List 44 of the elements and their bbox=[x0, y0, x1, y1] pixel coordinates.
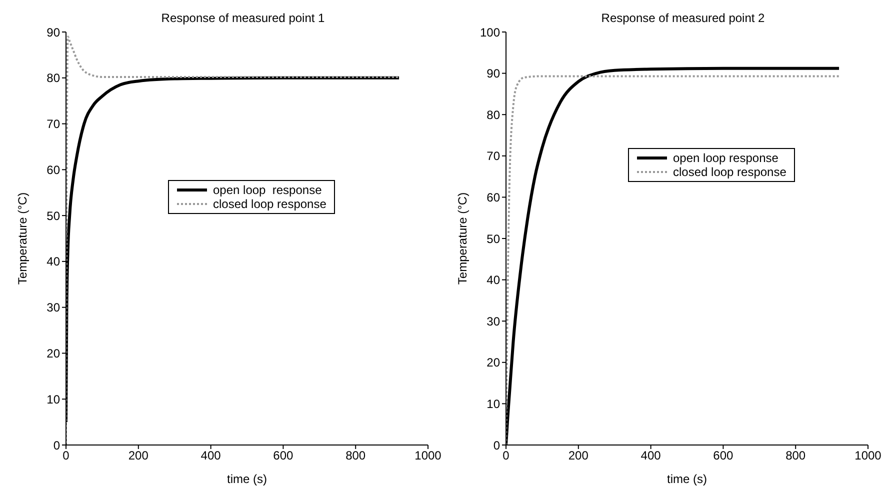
x-tick-label: 400 bbox=[640, 448, 662, 463]
x-tick-label: 800 bbox=[346, 448, 366, 463]
y-axis-title: Temperature (°C) bbox=[15, 192, 30, 285]
y-tick-label: 20 bbox=[46, 346, 60, 360]
x-tick-label: 1000 bbox=[414, 448, 442, 463]
y-tick-label: 10 bbox=[46, 392, 60, 406]
y-tick-label: 50 bbox=[486, 232, 500, 246]
y-tick-label: 60 bbox=[46, 162, 60, 177]
x-tick-label: 1000 bbox=[854, 448, 882, 463]
y-tick-label: 100 bbox=[480, 25, 500, 40]
y-tick-label: 30 bbox=[486, 314, 500, 328]
y-tick-label: 70 bbox=[46, 117, 60, 132]
line-series bbox=[66, 36, 400, 445]
x-tick-label: 600 bbox=[713, 448, 734, 463]
y-tick-label: 80 bbox=[486, 108, 500, 122]
legend-label: open loop response bbox=[673, 151, 778, 165]
y-tick-label: 70 bbox=[486, 149, 500, 164]
x-tick-label: 0 bbox=[502, 448, 510, 463]
x-axis-title: time (s) bbox=[667, 472, 707, 486]
chart-title: Response of measured point 2 bbox=[601, 11, 766, 25]
y-tick-label: 40 bbox=[486, 273, 500, 288]
y-axis-title: Temperature (°C) bbox=[455, 192, 470, 285]
x-tick-label: 600 bbox=[273, 448, 294, 463]
chart-title: Response of measured point 1 bbox=[161, 11, 326, 25]
y-tick-label: 0 bbox=[53, 438, 60, 452]
y-tick-label: 20 bbox=[486, 356, 500, 370]
x-tick-label: 800 bbox=[786, 448, 806, 463]
y-tick-label: 80 bbox=[46, 71, 60, 86]
x-tick-label: 400 bbox=[200, 448, 222, 463]
y-tick-label: 60 bbox=[486, 190, 500, 204]
legend-label: closed loop response bbox=[673, 165, 786, 179]
y-tick-label: 50 bbox=[46, 208, 60, 223]
x-tick-label: 200 bbox=[568, 448, 589, 463]
y-tick-label: 30 bbox=[46, 300, 60, 315]
x-tick-label: 0 bbox=[62, 448, 70, 463]
x-axis-title: time (s) bbox=[227, 472, 267, 486]
y-tick-label: 90 bbox=[46, 25, 60, 40]
legend-label: open loop response bbox=[213, 183, 322, 197]
y-tick-label: 0 bbox=[493, 438, 500, 452]
x-tick-label: 200 bbox=[128, 448, 149, 463]
y-tick-label: 10 bbox=[486, 396, 500, 411]
legend-label: closed loop response bbox=[213, 197, 326, 211]
y-tick-label: 90 bbox=[486, 66, 500, 81]
y-tick-label: 40 bbox=[46, 254, 60, 269]
